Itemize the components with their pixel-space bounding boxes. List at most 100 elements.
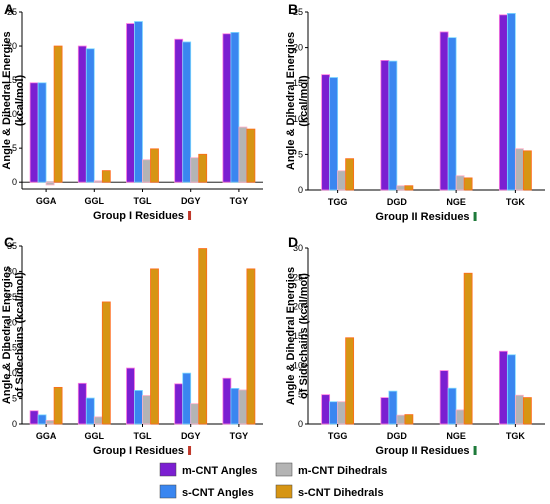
bar <box>388 60 398 191</box>
legend-swatch <box>275 484 293 499</box>
legend-label: m-CNT Angles <box>182 465 257 477</box>
bar <box>142 159 151 183</box>
y-tick-label: 15 <box>7 75 17 85</box>
x-category-label: TGK <box>506 431 525 441</box>
y-tick-label: 20 <box>293 43 303 53</box>
bar <box>53 386 63 425</box>
y-axis-title-line: of Sidechains (kcal/mol) <box>298 273 310 399</box>
bar <box>455 409 465 425</box>
bar <box>230 387 240 425</box>
bar <box>439 370 449 425</box>
y-tick-label: 10 <box>7 109 17 119</box>
bar <box>150 148 159 183</box>
bar <box>101 301 111 425</box>
y-axis-title-line: Angle & Dihedral Energies <box>1 31 13 169</box>
x-category-label: GGA <box>36 431 57 441</box>
x-category-label: DGD <box>387 431 408 441</box>
bar <box>174 38 184 183</box>
y-axis-title: Angle & Dihedral Energies of Sidechains (… <box>1 266 26 404</box>
x-category-label: TGK <box>506 197 525 207</box>
bar <box>463 177 473 191</box>
y-tick-label: 25 <box>293 7 303 17</box>
x-axis-title: Group I Residues <box>93 210 184 222</box>
bar <box>77 382 87 425</box>
x-category-label: TGL <box>134 431 152 441</box>
bar <box>134 390 143 425</box>
bar <box>198 153 208 183</box>
x-category-label: DGY <box>181 431 201 441</box>
x-axis-marker <box>188 446 192 455</box>
y-axis-title-line: (kcal/mol) <box>14 74 26 126</box>
bar <box>404 185 414 191</box>
panel-letter: B <box>288 1 298 17</box>
bar <box>514 148 524 191</box>
bar <box>329 401 339 425</box>
bar <box>498 14 508 191</box>
y-tick-label: 15 <box>7 343 17 353</box>
y-axis-title: Angle & Dihedral Energies of Sidechains (… <box>285 267 310 405</box>
legend-label: s-CNT Angles <box>182 487 254 499</box>
bar <box>522 397 532 425</box>
legend-swatch <box>159 462 177 477</box>
y-tick-label: 25 <box>293 272 303 282</box>
x-category-label: DGY <box>181 196 201 206</box>
y-axis-title: Angle & Dihedral Energies (kcal/mol) <box>285 32 310 170</box>
legend-label: s-CNT Dihedrals <box>298 487 384 499</box>
bar <box>126 367 135 425</box>
y-tick-label: 15 <box>293 78 303 88</box>
bar <box>345 158 355 191</box>
bar <box>396 185 406 191</box>
y-tick-label: 0 <box>298 419 303 429</box>
bar <box>85 397 95 425</box>
bar <box>101 170 111 183</box>
bar <box>246 268 256 425</box>
y-tick-label: 5 <box>12 394 17 404</box>
bar <box>238 126 248 183</box>
bar <box>198 248 208 425</box>
bar <box>190 403 200 425</box>
y-tick-label: 0 <box>298 185 303 195</box>
bar <box>77 45 87 183</box>
y-tick-label: 20 <box>293 302 303 312</box>
x-axis-title: Group II Residues <box>375 211 469 223</box>
bar <box>134 21 143 183</box>
bar <box>380 60 390 191</box>
bar <box>321 74 331 191</box>
x-axis-title: Group I Residues <box>93 445 184 457</box>
bar <box>506 354 516 425</box>
bar <box>337 401 347 425</box>
y-tick-label: 10 <box>293 360 303 370</box>
y-axis-title: Angle & Dihedral Energies (kcal/mol) <box>1 31 26 169</box>
bar <box>439 31 449 191</box>
y-axis-title-line: (kcal/mol) <box>298 75 310 127</box>
bar <box>321 394 331 425</box>
bar <box>246 128 256 183</box>
bar <box>126 23 135 183</box>
panel-letter: C <box>4 234 14 250</box>
x-axis-marker <box>473 446 477 455</box>
bar <box>150 268 159 425</box>
x-category-label: GGL <box>85 431 105 441</box>
bar <box>174 383 184 425</box>
x-category-label: TGY <box>230 196 249 206</box>
y-tick-label: 20 <box>7 317 17 327</box>
bar <box>182 41 192 183</box>
x-axis-title: Group II Residues <box>375 445 469 457</box>
bar <box>29 82 39 183</box>
y-tick-label: 25 <box>7 7 17 17</box>
bar <box>463 272 473 425</box>
bar <box>380 397 390 425</box>
x-category-label: TGG <box>328 197 348 207</box>
bar <box>498 350 508 425</box>
y-tick-label: 25 <box>7 292 17 302</box>
x-category-label: NGE <box>446 197 466 207</box>
bar <box>85 48 95 183</box>
x-category-label: NGE <box>446 431 466 441</box>
bar <box>396 414 406 425</box>
x-category-label: TGY <box>230 431 249 441</box>
y-tick-label: 35 <box>7 241 17 251</box>
y-tick-label: 30 <box>293 243 303 253</box>
bar <box>230 32 240 183</box>
bar <box>238 389 248 425</box>
